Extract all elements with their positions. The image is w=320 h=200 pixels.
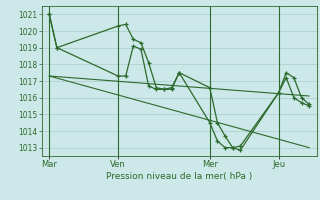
- X-axis label: Pression niveau de la mer( hPa ): Pression niveau de la mer( hPa ): [106, 172, 252, 181]
